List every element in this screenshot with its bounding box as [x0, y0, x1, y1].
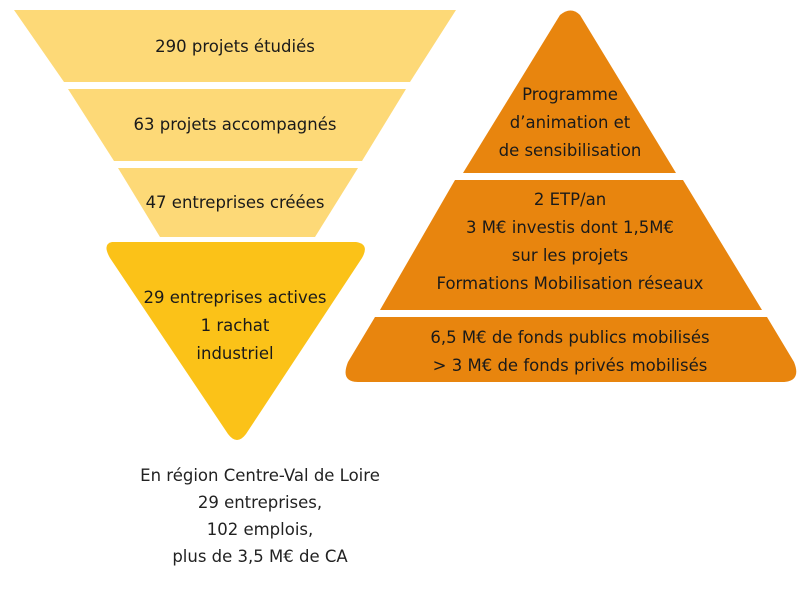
pyramid-level-3-label: 6,5 M€ de fonds publics mobilisés > 3 M€…: [395, 324, 745, 380]
pyramid-level-2-line: 3 M€ investis dont 1,5M€: [466, 218, 674, 237]
funnel-level-4-line: 1 rachat: [200, 316, 270, 335]
summary-line: plus de 3,5 M€ de CA: [172, 547, 348, 566]
summary-line: 29 entreprises,: [197, 493, 323, 512]
pyramid-level-1-label: Programme d’animation et de sensibilisat…: [470, 81, 670, 165]
summary-line: 102 emplois,: [206, 520, 314, 539]
pyramid-level-3-shape: [345, 317, 797, 382]
summary-line: En région Centre-Val de Loire: [140, 466, 380, 485]
funnel-level-1-line: 290 projets étudiés: [155, 37, 315, 56]
pyramid-level-2-shape: [380, 180, 762, 310]
funnel-level-2-line: 63 projets accompagnés: [133, 115, 337, 134]
pyramid-level-2-line: 2 ETP/an: [533, 190, 607, 209]
funnel-level-4-shape: [106, 242, 365, 440]
pyramid-level-2-label: 2 ETP/an 3 M€ investis dont 1,5M€ sur le…: [410, 186, 730, 298]
pyramid-level-1-shape: [463, 10, 676, 173]
pyramid-level-1-line: d’animation et: [509, 113, 631, 132]
pyramid-level-2-line: sur les projets: [511, 246, 629, 265]
funnel-level-1-label: 290 projets étudiés: [135, 33, 335, 61]
funnel-level-3-line: 47 entreprises créées: [145, 193, 325, 212]
pyramid-level-2-line: Formations Mobilisation réseaux: [436, 274, 704, 293]
funnel-level-3-shape: [118, 168, 358, 237]
funnel-level-4-line: 29 entreprises actives: [143, 288, 327, 307]
funnel-level-3-label: 47 entreprises créées: [125, 189, 345, 217]
summary-text: En région Centre-Val de Loire 29 entrepr…: [60, 462, 460, 570]
pyramid-level-1-line: de sensibilisation: [498, 141, 642, 160]
pyramid-level-1-line: Programme: [522, 85, 618, 104]
funnel-level-2-shape: [68, 89, 406, 161]
funnel-level-2-label: 63 projets accompagnés: [115, 111, 355, 139]
funnel-level-1-shape: [14, 10, 456, 82]
pyramid-level-3-line: 6,5 M€ de fonds publics mobilisés: [430, 328, 710, 347]
pyramid-level-3-line: > 3 M€ de fonds privés mobilisés: [432, 356, 708, 375]
funnel-level-4-line: industriel: [196, 344, 274, 363]
funnel-level-4-label: 29 entreprises actives 1 rachat industri…: [115, 284, 355, 368]
